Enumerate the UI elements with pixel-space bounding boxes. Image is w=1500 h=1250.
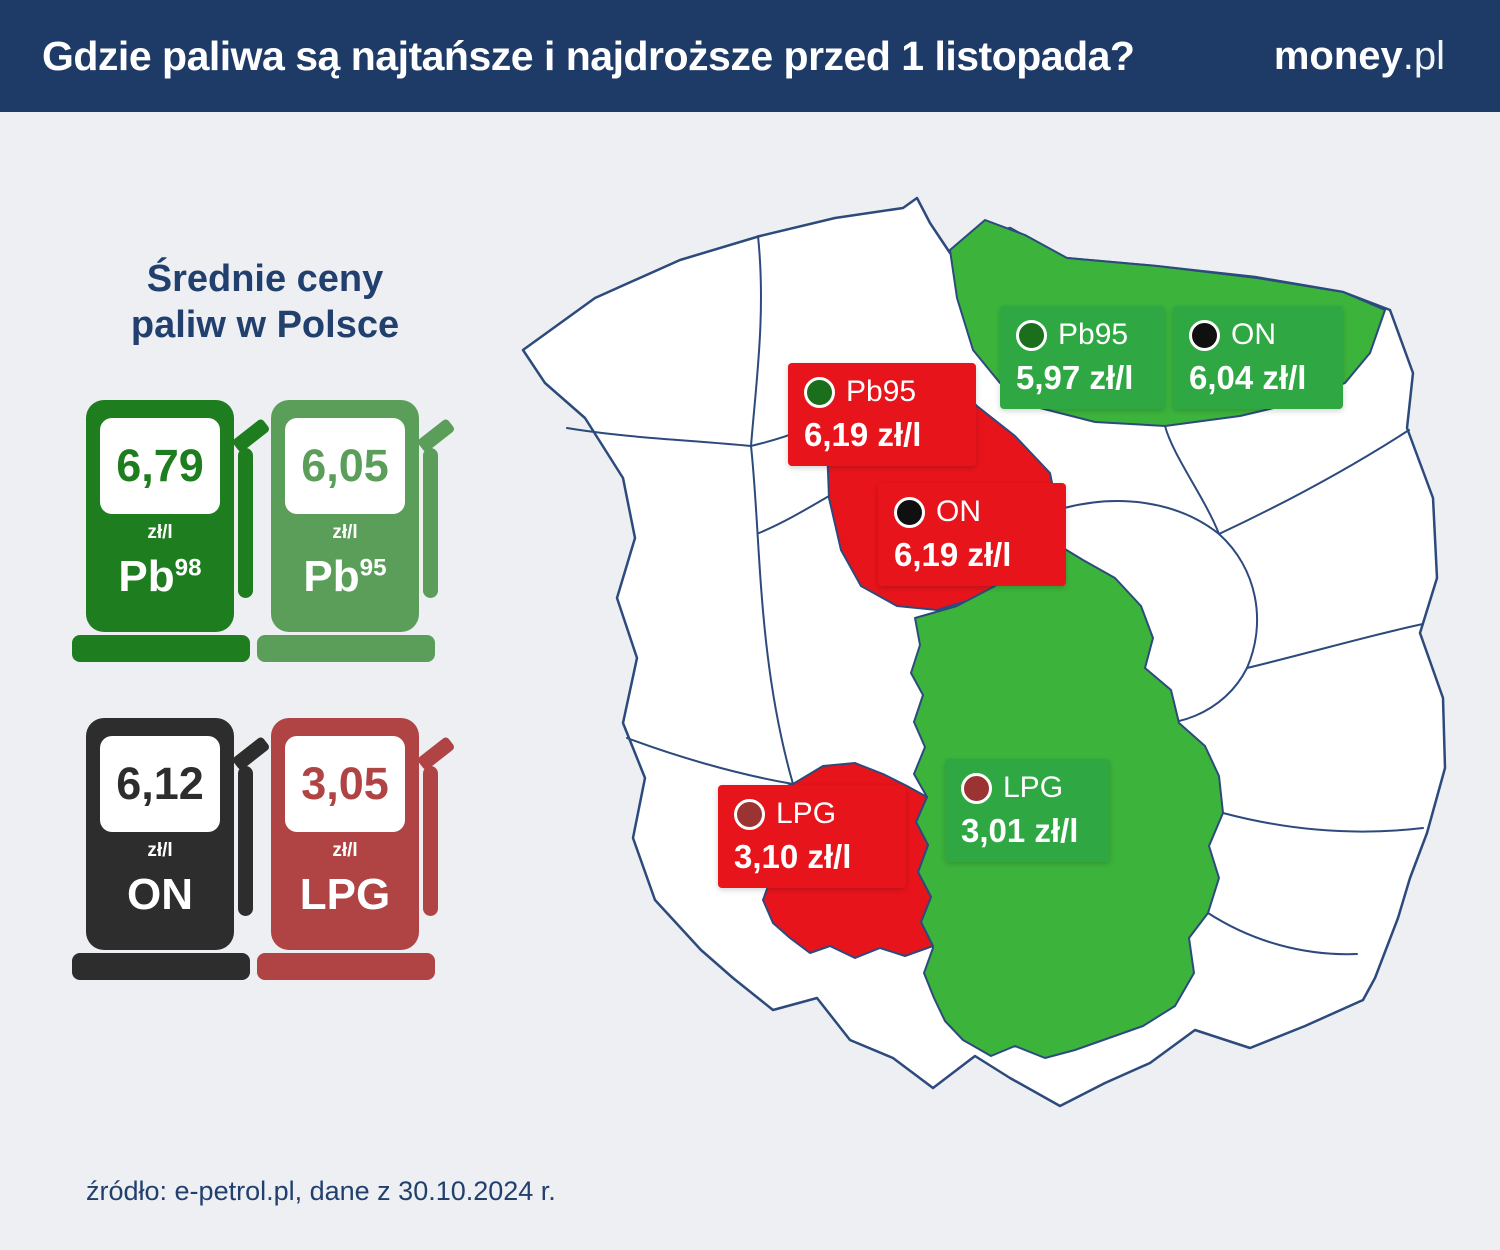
fuel-dot-icon — [1189, 319, 1220, 351]
fuel-nozzle-icon — [416, 735, 456, 772]
pump-fuel-name: LPG — [271, 870, 419, 920]
region-border — [626, 737, 794, 785]
map-label-expensive-lpg: LPG 3,10 zł/l — [718, 785, 906, 888]
region-border — [750, 445, 794, 785]
fuel-label: ON — [1231, 318, 1276, 351]
fuel-name-sup: 95 — [359, 554, 387, 582]
legend-title: Średnie ceny paliw w Polsce — [70, 256, 460, 349]
region-border — [566, 427, 752, 447]
legend-title-line1: Średnie ceny — [146, 258, 384, 300]
money-pl-logo: money .pl — [1274, 34, 1445, 79]
page-title: Gdzie paliwa są najtańsze i najdroższe p… — [42, 32, 1135, 79]
fuel-dot-icon — [804, 376, 835, 408]
pump-pb95: 6,05 zł/l Pb95 — [257, 400, 456, 662]
fuel-hose-icon — [423, 448, 438, 598]
pump-lpg: 3,05 zł/l LPG — [257, 718, 456, 980]
pump-body: 6,79 zł/l Pb98 — [86, 400, 234, 632]
pump-unit: zł/l — [332, 522, 358, 543]
logo-suffix-text: .pl — [1402, 33, 1445, 78]
fuel-nozzle-icon — [231, 417, 271, 454]
poland-map: Pb95 6,19 zł/l ON 6,19 zł/l Pb95 5,97 zł… — [505, 178, 1465, 1188]
fuel-label: Pb95 — [846, 375, 917, 408]
fuel-label: LPG — [776, 797, 837, 830]
pump-fuel-name: Pb95 — [271, 552, 419, 602]
fuel-hose-icon — [238, 766, 253, 916]
pump-pb98: 6,79 zł/l Pb98 — [72, 400, 271, 662]
source-note: źródło: e-petrol.pl, dane z 30.10.2024 r… — [86, 1176, 556, 1206]
pump-unit: zł/l — [147, 522, 173, 543]
map-label-cheap-lpg: LPG 3,01 zł/l — [945, 759, 1110, 862]
pump-body: 6,05 zł/l Pb95 — [271, 400, 419, 632]
pump-base — [72, 953, 250, 980]
fuel-name-text: ON — [127, 870, 193, 919]
fuel-price: 6,19 zł/l — [894, 536, 1012, 573]
fuel-price: 5,97 zł/l — [1016, 359, 1134, 396]
region-border — [1207, 912, 1358, 956]
fuel-label: ON — [936, 495, 981, 528]
logo-main-text: money — [1273, 33, 1403, 78]
region-border — [758, 495, 830, 534]
fuel-name-sup: 98 — [174, 554, 202, 582]
pump-price: 6,79 — [100, 418, 220, 514]
fuel-nozzle-icon — [416, 417, 456, 454]
fuel-label: Pb95 — [1058, 318, 1129, 351]
legend-title-line2: paliw w Polsce — [130, 304, 400, 347]
fuel-price: 6,19 zł/l — [804, 416, 922, 453]
fuel-dot-icon — [894, 496, 925, 528]
fuel-hose-icon — [423, 766, 438, 916]
fuel-dot-icon — [1016, 319, 1047, 351]
pump-base — [72, 635, 250, 662]
pump-on: 6,12 zł/l ON — [72, 718, 271, 980]
pump-fuel-name: ON — [86, 870, 234, 920]
pump-base — [257, 953, 435, 980]
region-border — [750, 235, 762, 447]
fuel-price: 6,04 zł/l — [1189, 359, 1307, 396]
region-border — [1164, 425, 1220, 535]
pump-fuel-name: Pb98 — [86, 552, 234, 602]
pump-unit: zł/l — [147, 840, 173, 861]
pump-body: 3,05 zł/l LPG — [271, 718, 419, 950]
pump-price: 3,05 — [285, 736, 405, 832]
fuel-name-text: Pb — [118, 552, 175, 601]
pump-base — [257, 635, 435, 662]
map-label-expensive-pb95: Pb95 6,19 zł/l — [788, 363, 976, 466]
average-prices-pump-grid: 6,79 zł/l Pb98 6,05 zł/l Pb95 6,12 zł/l … — [72, 400, 456, 980]
pump-unit: zł/l — [332, 840, 358, 861]
fuel-price: 3,10 zł/l — [734, 838, 852, 875]
fuel-name-text: LPG — [299, 870, 391, 919]
pump-price: 6,05 — [285, 418, 405, 514]
map-label-cheap-pb95: Pb95 5,97 zł/l — [1000, 306, 1165, 409]
region-border — [1218, 429, 1410, 535]
fuel-nozzle-icon — [231, 735, 271, 772]
map-label-cheap-on: ON 6,04 zł/l — [1173, 306, 1343, 409]
fuel-dot-icon — [961, 772, 992, 804]
fuel-dot-icon — [734, 798, 765, 830]
region-border — [1222, 812, 1424, 833]
map-label-expensive-on: ON 6,19 zł/l — [878, 483, 1066, 586]
pump-body: 6,12 zł/l ON — [86, 718, 234, 950]
pump-price: 6,12 — [100, 736, 220, 832]
header-bar: Gdzie paliwa są najtańsze i najdroższe p… — [0, 0, 1500, 112]
fuel-label: LPG — [1003, 771, 1064, 804]
fuel-name-text: Pb — [303, 552, 360, 601]
region-border — [1246, 623, 1424, 669]
fuel-hose-icon — [238, 448, 253, 598]
fuel-price: 3,01 zł/l — [961, 812, 1079, 849]
